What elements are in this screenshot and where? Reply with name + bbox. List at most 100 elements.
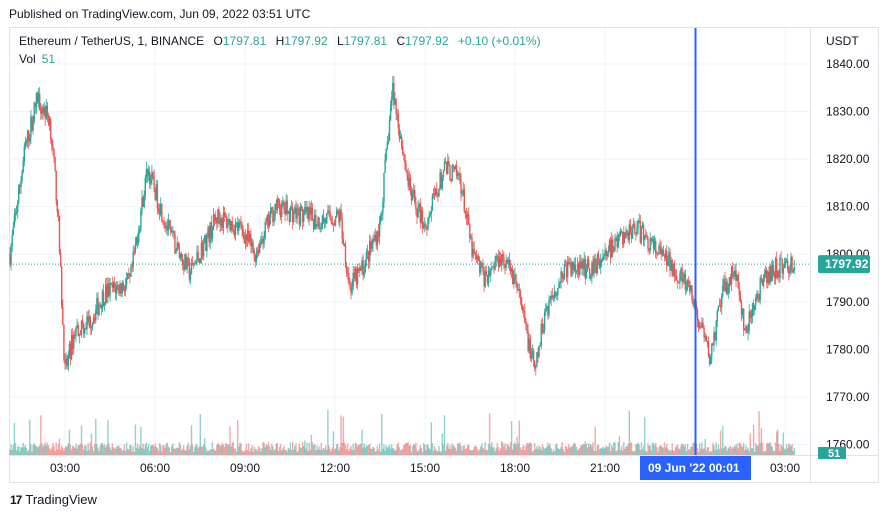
volume-bar <box>218 444 220 455</box>
candle-body <box>622 232 624 245</box>
volume-bar <box>187 442 189 455</box>
volume-bar <box>300 447 303 455</box>
volume-bar <box>762 451 765 455</box>
candle-body <box>518 289 520 292</box>
volume-bar <box>704 438 706 455</box>
candle-body <box>33 102 35 122</box>
volume-bar <box>296 451 298 455</box>
candle-body <box>323 218 326 223</box>
candle-body <box>785 260 788 262</box>
volume-bar <box>579 447 581 455</box>
volume-bar <box>481 443 483 455</box>
candle-body <box>471 237 473 257</box>
price-tag: 1797.92 <box>825 257 869 271</box>
volume-bar <box>755 443 757 455</box>
volume-bar <box>321 449 324 455</box>
candle-body <box>109 282 111 296</box>
candle-body <box>408 178 410 187</box>
candle-body <box>750 316 753 318</box>
volume-bar <box>175 448 177 455</box>
candle-body <box>288 210 291 222</box>
volume-bar <box>648 446 650 455</box>
volume-bar <box>248 443 250 455</box>
candle-body <box>226 216 228 228</box>
volume-bar <box>602 446 604 455</box>
volume-bar <box>788 443 790 455</box>
volume-bar <box>283 445 285 455</box>
candle-body <box>383 172 385 202</box>
candle-body <box>419 204 421 223</box>
volume-bar <box>263 442 265 455</box>
volume-bar <box>441 433 443 455</box>
candle-body <box>602 256 604 261</box>
volume-bar <box>670 450 672 455</box>
open-value: 1797.81 <box>222 34 267 48</box>
candle-body <box>782 268 784 274</box>
volume-label[interactable]: Vol <box>19 52 36 66</box>
candle-body <box>138 230 140 243</box>
candle-body <box>179 253 182 258</box>
candle-body <box>356 268 359 285</box>
volume-bar <box>444 450 447 455</box>
candle-body <box>530 354 533 359</box>
volume-bar <box>726 450 728 455</box>
candle-body <box>342 238 344 244</box>
volume-bar <box>196 444 198 455</box>
candle-body <box>199 258 201 264</box>
candle-body <box>629 224 632 233</box>
volume-bar <box>450 448 452 455</box>
candle-body <box>297 208 299 210</box>
candle-body <box>668 252 670 262</box>
low-label: L <box>337 34 344 48</box>
candle-body <box>110 282 112 284</box>
candle-body <box>351 286 353 293</box>
symbol-title[interactable]: Ethereum / TetherUS, 1, BINANCE <box>19 34 205 48</box>
volume-bar <box>675 445 678 455</box>
candle-body <box>154 188 156 200</box>
candle-body <box>397 113 399 129</box>
volume-bar <box>334 448 337 455</box>
change-value: +0.10 (+0.01%) <box>457 34 541 48</box>
candle-body <box>262 239 264 244</box>
candle-body <box>248 230 250 242</box>
volume-bar <box>490 446 492 455</box>
candle-body <box>21 171 23 181</box>
volume-bar <box>314 444 316 455</box>
candle-body <box>579 261 581 275</box>
candle-body <box>497 256 500 267</box>
candle-body <box>124 284 127 292</box>
volume-bar <box>580 445 582 455</box>
volume-bar <box>24 444 27 455</box>
volume-bar <box>659 445 661 455</box>
volume-bar <box>305 448 307 455</box>
volume-bar <box>328 445 330 455</box>
candle-body <box>228 219 230 226</box>
x-tick-label: 03:00 <box>770 461 800 475</box>
volume-bar <box>229 426 231 455</box>
volume-bar <box>279 444 282 455</box>
volume-bar <box>529 442 531 455</box>
volume-bar <box>513 444 515 455</box>
volume-bar <box>36 446 39 455</box>
volume-bar <box>617 442 619 455</box>
volume-bar <box>683 446 685 455</box>
candle-body <box>418 204 420 207</box>
candle-body <box>285 200 287 215</box>
volume-bar <box>40 415 42 455</box>
candle-body <box>64 359 66 365</box>
candle-body <box>42 107 44 114</box>
candle-body <box>595 265 597 274</box>
candle-body <box>155 184 157 200</box>
volume-bar <box>437 451 439 455</box>
volume-bar <box>730 448 733 455</box>
x-tick-label: 21:00 <box>590 461 620 475</box>
volume-bar <box>728 446 731 455</box>
volume-bar <box>325 445 327 455</box>
volume-bar <box>61 445 63 455</box>
candle-body <box>477 255 480 261</box>
candle-body <box>362 260 364 276</box>
candle-body <box>191 262 194 264</box>
crosshair-time-bg <box>640 456 751 480</box>
candle-body <box>284 209 286 215</box>
